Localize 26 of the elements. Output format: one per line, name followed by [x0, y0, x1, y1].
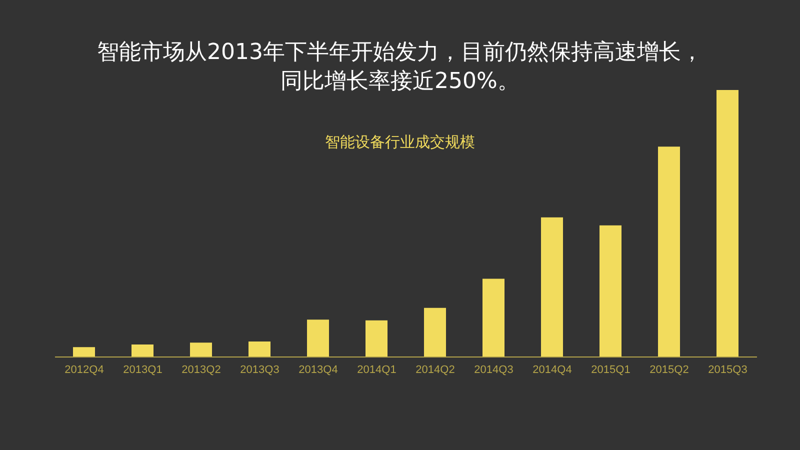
bar	[366, 320, 388, 357]
bar	[716, 90, 738, 357]
bar	[307, 320, 329, 357]
x-tick-label: 2012Q4	[64, 364, 104, 376]
bar	[73, 347, 95, 357]
x-tick-label: 2013Q3	[240, 364, 280, 376]
x-tick-label: 2014Q1	[357, 364, 396, 376]
bar	[248, 342, 270, 357]
x-tick-label: 2014Q2	[416, 364, 455, 376]
x-tick-label: 2014Q4	[532, 364, 572, 376]
x-tick-label: 2015Q1	[591, 364, 630, 376]
bar	[541, 217, 563, 357]
x-tick-label: 2013Q4	[298, 364, 338, 376]
x-tick-label: 2014Q3	[474, 364, 514, 376]
text: 智能设备行业成交规模	[324, 133, 476, 152]
x-tick-label: 2015Q2	[650, 364, 689, 376]
bar	[190, 342, 212, 357]
bar	[600, 225, 622, 357]
bar	[424, 308, 446, 357]
bar	[482, 278, 504, 357]
x-tick-label: 2013Q1	[123, 364, 162, 376]
bar	[658, 146, 680, 357]
chart-title: 智能市场从2013年下半年开始发力，目前仍然保持高速增长，同比增长率接近250%。	[96, 39, 704, 96]
x-tick-label: 2013Q2	[182, 364, 221, 376]
bar	[132, 344, 154, 357]
x-tick-label: 2015Q3	[708, 364, 748, 376]
